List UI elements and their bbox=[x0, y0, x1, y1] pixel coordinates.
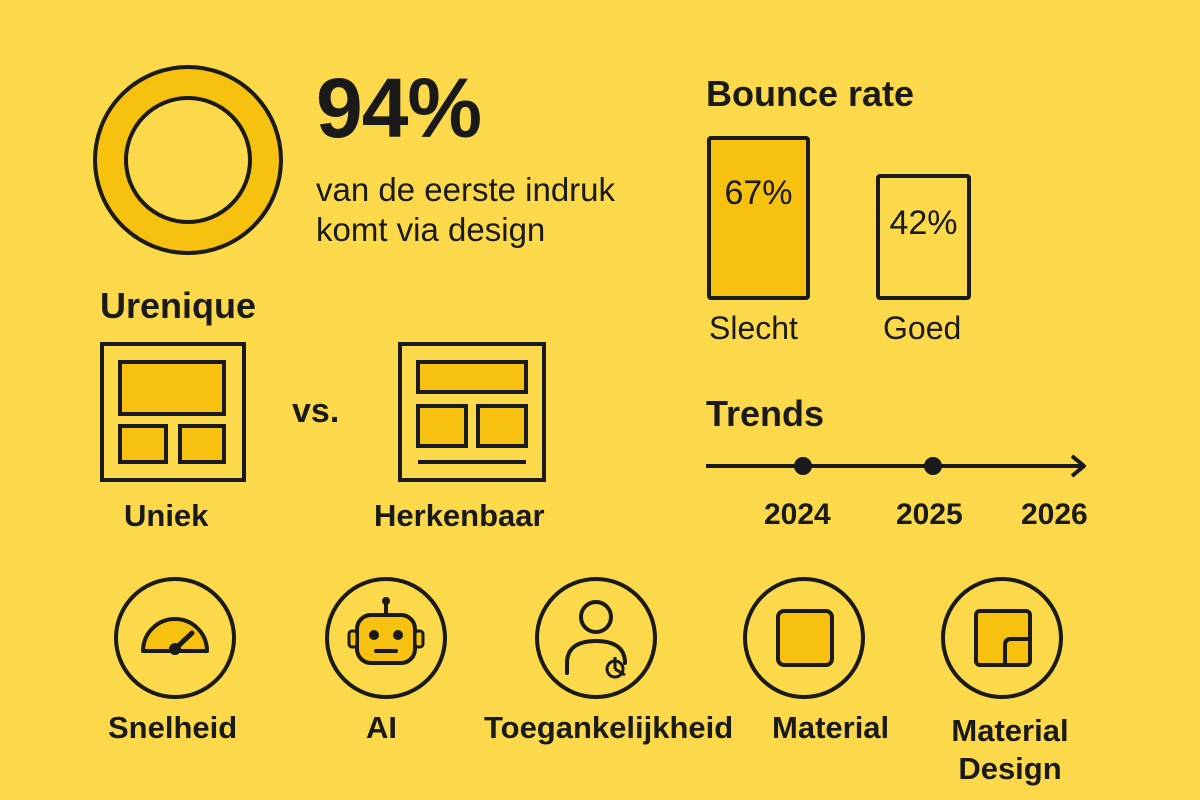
bounce-bar-value: 67% bbox=[724, 174, 793, 212]
bounce-title: Bounce rate bbox=[706, 73, 915, 114]
timeline-year: 2025 bbox=[896, 498, 963, 531]
material-design-icon bbox=[941, 577, 1063, 699]
timeline-year: 2026 bbox=[1021, 498, 1088, 531]
speedometer-icon bbox=[114, 577, 236, 699]
vs-text: vs. bbox=[292, 392, 340, 430]
stat-caption-line2: komt via design bbox=[316, 211, 546, 248]
stat-value: 94% bbox=[316, 61, 482, 155]
bounce-bar-value: 42% bbox=[889, 204, 958, 242]
trends-title: Trends bbox=[706, 393, 825, 434]
unique-layout-icon bbox=[100, 342, 246, 482]
icon-label-material-design: Material Design bbox=[942, 712, 1078, 788]
comparison-title: Urenique bbox=[100, 285, 257, 326]
stat-caption: van de eerste indruk komt via design bbox=[316, 170, 736, 250]
stat-caption-line1: van de eerste indruk bbox=[316, 171, 616, 208]
timeline-year: 2024 bbox=[764, 498, 831, 531]
donut-ring-icon bbox=[93, 65, 283, 255]
icon-label-material: Material bbox=[772, 710, 890, 745]
bounce-bar-label: Slecht bbox=[709, 310, 798, 346]
bounce-bar-slecht: 67% bbox=[707, 136, 810, 300]
icon-label-line: Design bbox=[958, 751, 1062, 786]
icon-label-toegankelijkheid: Toegankelijkheid bbox=[484, 710, 734, 745]
square-icon bbox=[743, 577, 865, 699]
bounce-bar-label: Goed bbox=[883, 310, 962, 346]
comparison-left-label: Uniek bbox=[124, 498, 209, 533]
icon-label-line: Material bbox=[951, 713, 1069, 748]
icon-label-ai: AI bbox=[366, 710, 397, 745]
icon-label-snelheid: Snelheid bbox=[108, 710, 238, 745]
robot-icon bbox=[325, 577, 447, 699]
comparison-right-label: Herkenbaar bbox=[374, 498, 545, 533]
recognizable-layout-icon bbox=[398, 342, 546, 482]
timeline-arrow-icon bbox=[706, 454, 1086, 478]
accessibility-person-icon bbox=[535, 577, 657, 699]
bounce-bar-goed: 42% bbox=[876, 174, 971, 300]
